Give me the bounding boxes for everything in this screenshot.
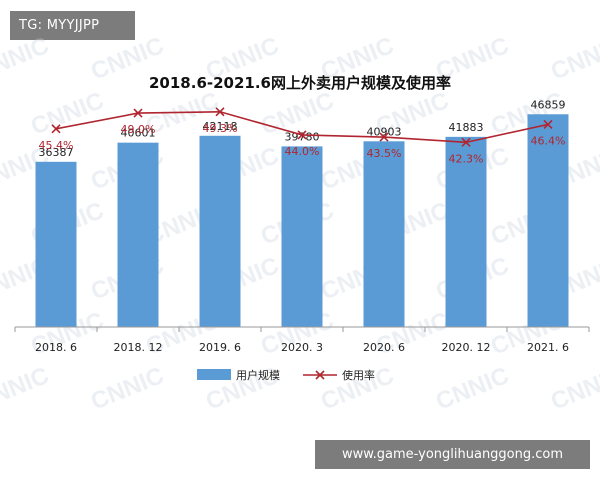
usage-rate-point xyxy=(461,137,471,147)
x-tick-label: 2018. 6 xyxy=(35,341,77,354)
bar-6 xyxy=(445,136,487,327)
bar-value-label: 40903 xyxy=(367,125,402,138)
legend-bar-swatch xyxy=(197,369,231,380)
bar-2 xyxy=(117,142,159,327)
legend: 用户规模 使用率 xyxy=(197,368,375,382)
x-tick-label: 2019. 6 xyxy=(199,341,241,354)
bar-7 xyxy=(527,114,569,328)
bar-5 xyxy=(363,141,405,327)
usage-rate-point xyxy=(379,132,389,142)
watermark-text: CNNIC xyxy=(432,362,513,416)
usage-rate-label: 44.0% xyxy=(285,145,320,158)
bar-value-label: 36387 xyxy=(39,146,74,159)
x-tick-label: 2021. 6 xyxy=(527,341,569,354)
usage-rate-point xyxy=(133,108,143,118)
bar-1 xyxy=(35,161,77,327)
legend-bar-label: 用户规模 xyxy=(236,368,280,382)
legend-line-marker xyxy=(315,370,325,380)
bars-layer: 36387 40601 42118 39780 40903 41883 46859 xyxy=(35,98,569,328)
usage-rate-label: 42.3% xyxy=(449,152,484,165)
x-tick-label: 2020. 12 xyxy=(442,341,491,354)
usage-rate-point xyxy=(215,107,225,117)
watermark-text: CNNIC xyxy=(87,362,168,416)
legend-line-label: 使用率 xyxy=(342,368,375,382)
watermark-text: CNNIC xyxy=(0,362,53,416)
usage-rate-point xyxy=(297,130,307,140)
usage-rate-label: 49.0% xyxy=(121,123,156,136)
bar-value-label: 40601 xyxy=(121,127,156,140)
usage-rate-label: 43.5% xyxy=(367,147,402,160)
x-tick-label: 2020. 3 xyxy=(281,341,323,354)
line-layer: 45.4% 49.0% 49.3% 44.0% 43.5% 42.3% 46.4% xyxy=(39,107,566,165)
bar-value-label: 42118 xyxy=(203,120,238,133)
usage-rate-label: 45.4% xyxy=(39,139,74,152)
watermark-text: CNNIC xyxy=(547,32,600,86)
site-url-tag: www.game-yonglihuanggong.com xyxy=(315,440,590,469)
usage-rate-point xyxy=(543,119,553,130)
bar-4 xyxy=(281,146,323,327)
chart-title: 2018.6-2021.6网上外卖用户规模及使用率 xyxy=(149,74,451,92)
x-tick-label: 2020. 6 xyxy=(363,341,405,354)
watermark-text: CNNIC xyxy=(27,87,108,141)
bar-3 xyxy=(199,135,241,327)
bar-value-label: 46859 xyxy=(531,98,566,111)
watermark-text: CNNIC xyxy=(0,32,53,86)
usage-rate-label: 49.3% xyxy=(203,122,238,135)
x-tick-label: 2018. 12 xyxy=(114,341,163,354)
tg-watermark-tag: TG: MYYJJPP xyxy=(10,11,135,40)
usage-rate-label: 46.4% xyxy=(531,134,566,147)
bar-value-label: 39780 xyxy=(285,130,320,143)
axis-layer: 2018. 6 2018. 12 2019. 6 2020. 3 2020. 6 2020… xyxy=(14,326,590,354)
watermark-text: CNNIC xyxy=(547,362,600,416)
usage-rate-point xyxy=(51,124,61,134)
bar-value-label: 41883 xyxy=(449,121,484,134)
